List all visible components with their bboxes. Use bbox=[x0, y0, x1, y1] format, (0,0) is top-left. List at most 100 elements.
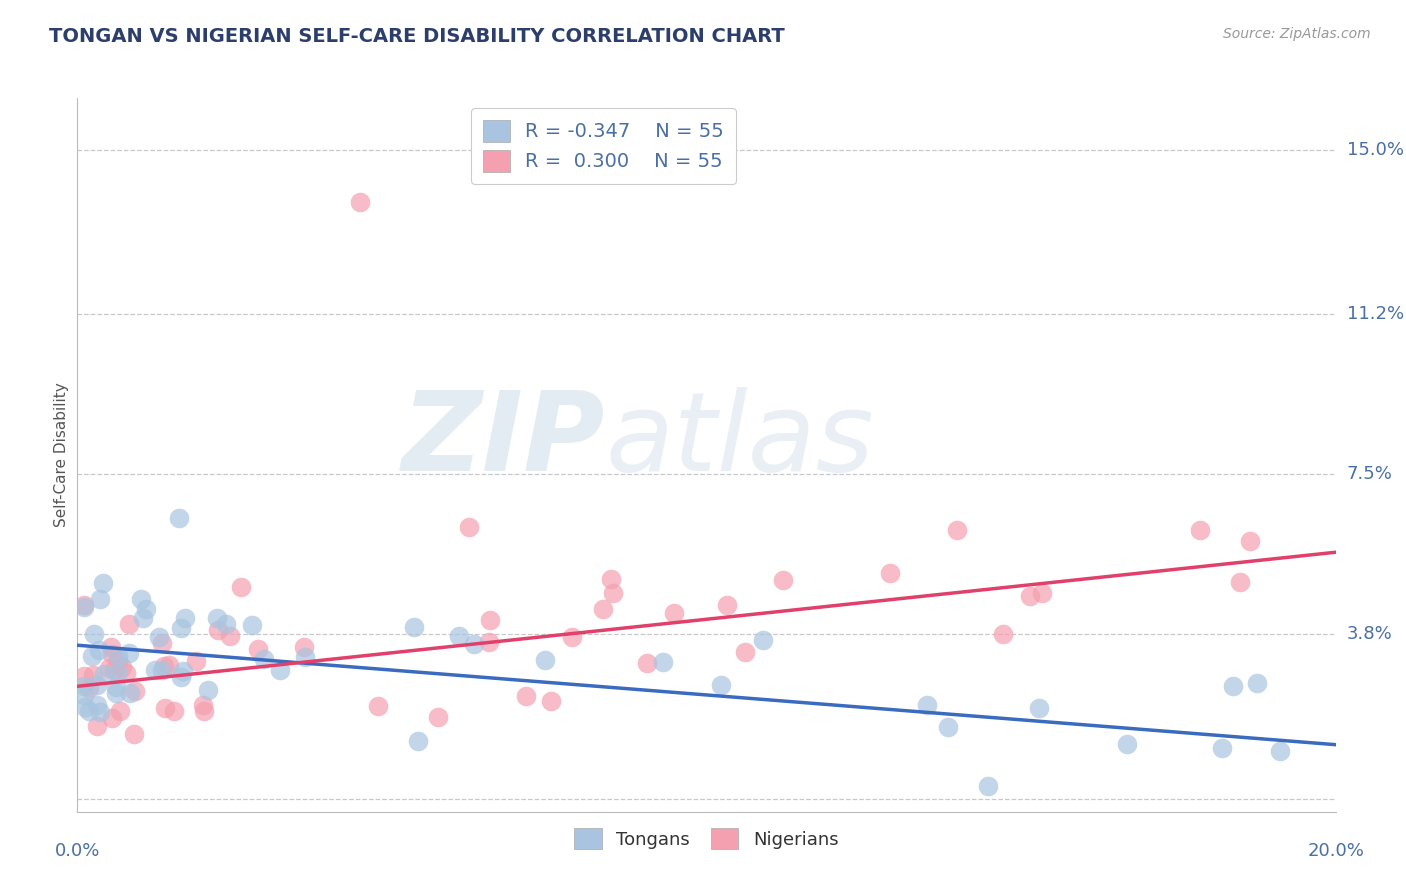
Point bbox=[86, 678, 108, 692]
Point bbox=[602, 586, 624, 600]
Point bbox=[108, 704, 131, 718]
Point bbox=[246, 642, 269, 657]
Point bbox=[115, 666, 138, 681]
Point bbox=[155, 701, 177, 715]
Point bbox=[1116, 737, 1139, 751]
Point bbox=[148, 630, 170, 644]
Point bbox=[135, 601, 157, 615]
Point bbox=[478, 635, 501, 649]
Point bbox=[173, 610, 195, 624]
Point bbox=[716, 598, 738, 612]
Point bbox=[193, 698, 215, 713]
Point bbox=[879, 566, 901, 580]
Point bbox=[131, 592, 153, 607]
Text: 20.0%: 20.0% bbox=[1308, 842, 1364, 860]
Point bbox=[103, 663, 125, 677]
Point bbox=[120, 686, 142, 700]
Text: 0.0%: 0.0% bbox=[55, 842, 100, 860]
Point bbox=[80, 648, 103, 663]
Text: 11.2%: 11.2% bbox=[1347, 305, 1405, 324]
Point bbox=[991, 627, 1014, 641]
Point bbox=[1028, 700, 1050, 714]
Point bbox=[349, 194, 371, 209]
Point bbox=[426, 710, 449, 724]
Point bbox=[118, 646, 141, 660]
Point bbox=[772, 573, 794, 587]
Point bbox=[207, 623, 229, 637]
Point bbox=[240, 617, 263, 632]
Point bbox=[118, 617, 141, 632]
Point bbox=[107, 665, 129, 679]
Point bbox=[1270, 744, 1292, 758]
Point bbox=[93, 667, 115, 681]
Point bbox=[197, 682, 219, 697]
Point bbox=[73, 688, 96, 702]
Point bbox=[1031, 586, 1053, 600]
Point bbox=[124, 683, 146, 698]
Point bbox=[107, 649, 129, 664]
Point bbox=[463, 637, 485, 651]
Point bbox=[253, 652, 276, 666]
Point bbox=[515, 689, 537, 703]
Point bbox=[83, 626, 105, 640]
Point bbox=[100, 640, 122, 654]
Text: atlas: atlas bbox=[606, 387, 875, 494]
Point bbox=[367, 698, 389, 713]
Point bbox=[107, 655, 129, 669]
Point bbox=[215, 616, 238, 631]
Point bbox=[734, 645, 756, 659]
Point bbox=[184, 654, 207, 668]
Point bbox=[82, 667, 104, 681]
Point bbox=[72, 668, 94, 682]
Point bbox=[977, 779, 1000, 793]
Point bbox=[132, 611, 155, 625]
Point bbox=[1019, 589, 1042, 603]
Text: ZIP: ZIP bbox=[402, 387, 606, 494]
Point bbox=[710, 678, 733, 692]
Point bbox=[87, 642, 110, 657]
Text: 3.8%: 3.8% bbox=[1347, 625, 1392, 643]
Point bbox=[561, 630, 583, 644]
Point bbox=[72, 600, 94, 615]
Point bbox=[662, 607, 685, 621]
Point bbox=[153, 659, 176, 673]
Point bbox=[72, 679, 94, 693]
Point bbox=[1211, 741, 1233, 756]
Point bbox=[89, 592, 111, 607]
Text: TONGAN VS NIGERIAN SELF-CARE DISABILITY CORRELATION CHART: TONGAN VS NIGERIAN SELF-CARE DISABILITY … bbox=[49, 27, 785, 45]
Point bbox=[101, 711, 124, 725]
Point bbox=[915, 698, 938, 712]
Point bbox=[167, 510, 190, 524]
Point bbox=[73, 700, 96, 714]
Point bbox=[97, 661, 120, 675]
Point bbox=[636, 656, 658, 670]
Point bbox=[105, 680, 128, 694]
Point bbox=[1239, 533, 1261, 548]
Point bbox=[406, 733, 429, 747]
Point bbox=[292, 640, 315, 655]
Text: Source: ZipAtlas.com: Source: ZipAtlas.com bbox=[1223, 27, 1371, 41]
Point bbox=[231, 580, 253, 594]
Point bbox=[172, 664, 194, 678]
Point bbox=[86, 719, 108, 733]
Point bbox=[111, 659, 134, 673]
Text: 15.0%: 15.0% bbox=[1347, 141, 1403, 159]
Point bbox=[105, 686, 128, 700]
Point bbox=[269, 663, 291, 677]
Text: 7.5%: 7.5% bbox=[1347, 466, 1393, 483]
Point bbox=[170, 621, 193, 635]
Point bbox=[652, 656, 675, 670]
Point bbox=[157, 658, 180, 673]
Point bbox=[533, 653, 555, 667]
Point bbox=[449, 629, 471, 643]
Point bbox=[1246, 676, 1268, 690]
Point bbox=[1229, 574, 1251, 589]
Point bbox=[77, 681, 100, 696]
Point bbox=[219, 629, 242, 643]
Point bbox=[170, 670, 193, 684]
Point bbox=[404, 620, 426, 634]
Point bbox=[73, 598, 96, 612]
Point bbox=[600, 572, 623, 586]
Point bbox=[479, 613, 502, 627]
Point bbox=[91, 575, 114, 590]
